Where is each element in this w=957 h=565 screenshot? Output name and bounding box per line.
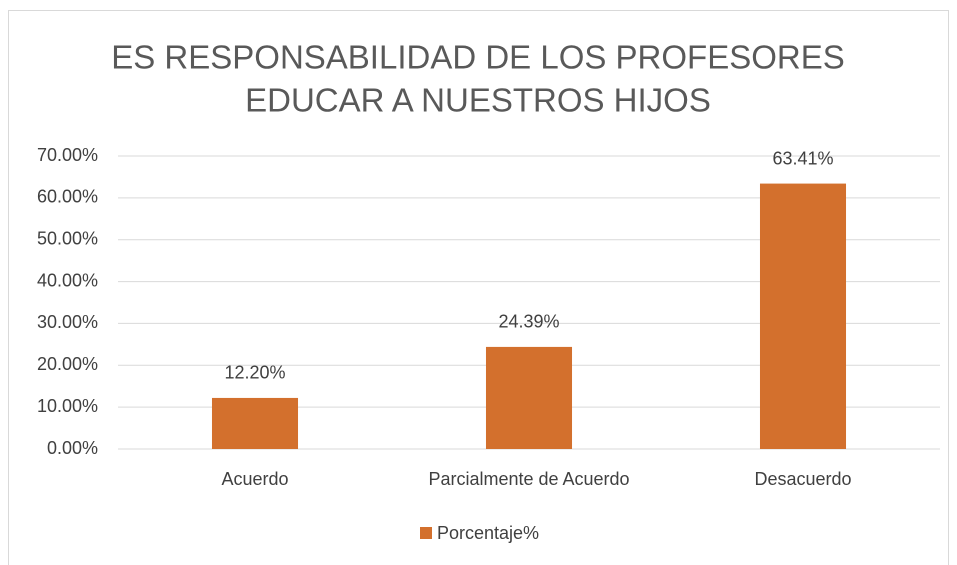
x-tick-label: Parcialmente de Acuerdo [428,469,629,489]
y-tick-label: 40.00% [37,270,98,290]
x-tick-label: Desacuerdo [754,469,851,489]
y-tick-label: 50.00% [37,228,98,248]
y-tick-label: 20.00% [37,354,98,374]
bar [759,183,847,449]
legend-label: Porcentaje% [437,523,539,543]
x-tick-label: Acuerdo [221,469,288,489]
y-tick-label: 10.00% [37,396,98,416]
y-tick-label: 60.00% [37,187,98,207]
y-tick-label: 30.00% [37,312,98,332]
data-label: 12.20% [224,363,285,383]
y-tick-label: 0.00% [47,438,98,458]
chart-title: ES RESPONSABILIDAD DE LOS PROFESORES [111,39,845,76]
chart-title: EDUCAR A NUESTROS HIJOS [245,82,711,119]
data-label: 24.39% [498,312,559,332]
bar [485,346,573,449]
y-tick-label: 70.00% [37,145,98,165]
legend-swatch [420,527,432,539]
data-label: 63.41% [772,148,833,168]
bar [211,397,299,449]
